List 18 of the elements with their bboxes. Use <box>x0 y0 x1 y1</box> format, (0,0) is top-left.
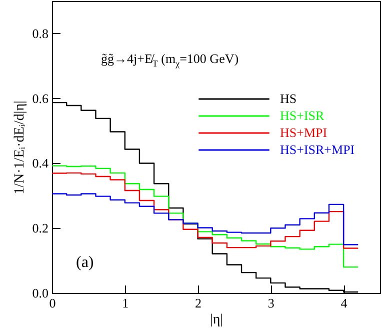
x-tick-label: 0 <box>49 296 56 310</box>
x-tick-label: 2 <box>195 296 202 310</box>
x-tick-label: 3 <box>268 296 274 310</box>
text: HS+MPI <box>280 125 328 140</box>
y-tick-label: 0.8 <box>32 26 48 41</box>
x-tick-label: 1 <box>122 296 129 310</box>
annotation: g̃g̃→4j+E̸$_{T}$ (m$_{χ}$=100 GeV) <box>101 51 239 69</box>
text: HS+ISR <box>280 108 325 123</box>
text: HS <box>280 91 297 106</box>
y-tick-label: 0.6 <box>32 90 49 106</box>
x-tick-label: 4 <box>340 296 348 310</box>
y-tick-label: 0.2 <box>32 220 48 236</box>
y-axis-title: 1/N·1/Eᵢ·dEᵢ/d|η| <box>12 100 28 194</box>
y-tick-label: 0.4 <box>32 156 49 171</box>
annotation: (a) <box>76 254 94 271</box>
text: HS+ISR+MPI <box>280 142 355 157</box>
x-axis-title: |η| <box>210 312 223 328</box>
y-tick-label: 0.0 <box>32 286 48 300</box>
